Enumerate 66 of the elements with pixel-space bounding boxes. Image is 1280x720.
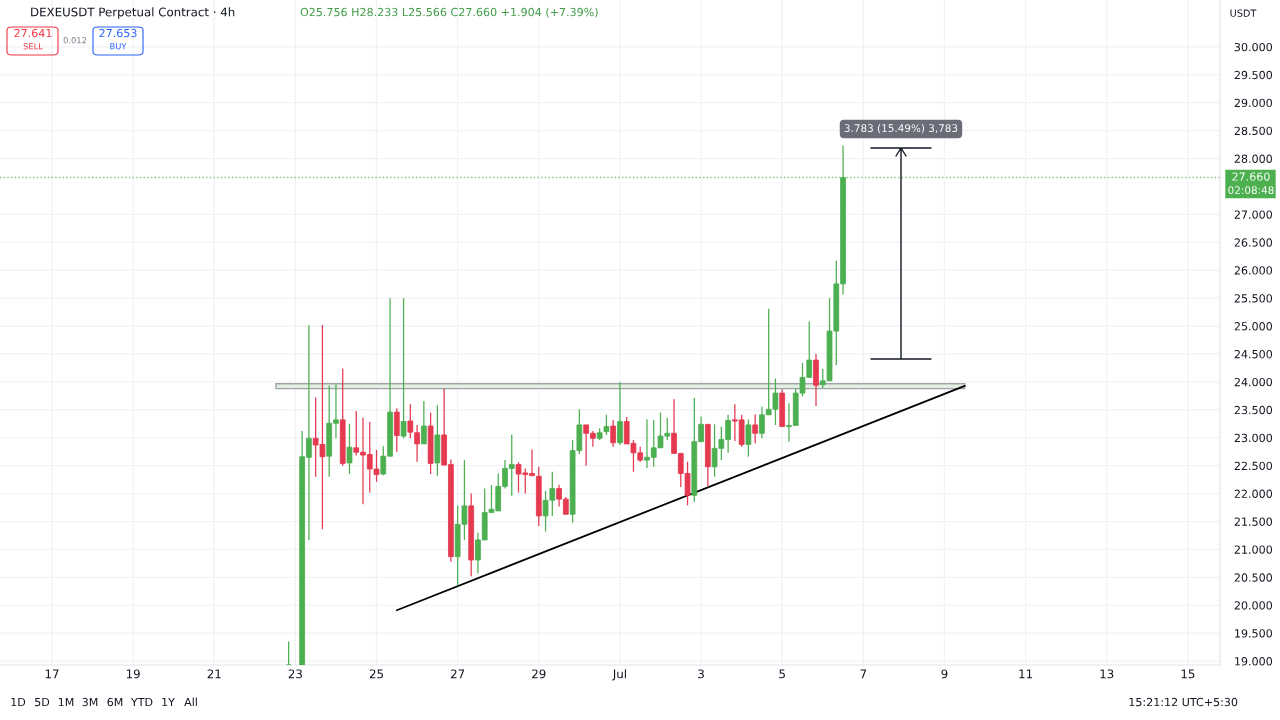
text: USDT [1230, 9, 1257, 17]
y-tick-label: 22.000 [1234, 489, 1273, 498]
x-tick-label: 3 [698, 669, 704, 679]
annotation: BUY [110, 43, 127, 50]
text: 02:08:48 [1228, 186, 1274, 195]
y-tick-label: 19.500 [1235, 629, 1273, 638]
y-tick-label: 23.000 [1234, 433, 1273, 443]
y-tick-label: 27.000 [1234, 210, 1273, 219]
text: 15:21:12 UTC+5:30 [1129, 697, 1238, 707]
y-tick-label: 26.500 [1234, 238, 1273, 247]
candlestick [421, 400, 427, 445]
y-tick-label: 29.000 [1234, 98, 1273, 108]
x-tick-label: 7 [860, 669, 867, 679]
candlestick [346, 423, 353, 475]
annotation: 0.012 [63, 37, 87, 44]
text: 3M [82, 697, 98, 707]
y-tick-label: 28.000 [1234, 154, 1273, 163]
x-tick-label: 21 [207, 669, 221, 679]
candlestick [393, 407, 400, 453]
y-tick-label: 25.000 [1234, 322, 1273, 331]
x-tick-label: 11 [1019, 669, 1033, 679]
candlestick [603, 414, 610, 436]
x-tick-label: 17 [45, 669, 59, 679]
x-tick-label: 29 [532, 669, 546, 679]
y-tick-label: 21.000 [1234, 545, 1273, 554]
y-tick-label: 22.500 [1234, 461, 1273, 471]
text: 1M [58, 697, 74, 707]
text: 1Y [162, 697, 175, 707]
y-tick-label: 21.500 [1234, 517, 1273, 526]
candlestick [752, 413, 759, 444]
y-tick-label: 24.500 [1234, 349, 1273, 359]
y-tick-label: 25.500 [1234, 294, 1273, 303]
candlestick [400, 297, 407, 439]
annotation: 3.783 (15.49%) 3,783 [844, 123, 958, 134]
annotation: 27.653 [99, 28, 137, 38]
text: DEXEUSDT Perpetual Contract · 4h [31, 7, 235, 19]
text: YTD [130, 697, 153, 707]
text: All [184, 697, 197, 707]
y-tick-label: 29.500 [1234, 70, 1273, 80]
annotation: SELL [23, 43, 43, 50]
text: O25.756 H28.233 L25.566 C27.660 +1.904 (+7.39%) [300, 7, 598, 18]
y-tick-label: 26.000 [1234, 266, 1273, 275]
x-tick-label: 27 [451, 669, 465, 679]
y-tick-label: 20.500 [1234, 573, 1273, 582]
candlestick [610, 419, 617, 448]
candlestick [745, 418, 752, 458]
x-tick-label: 25 [369, 669, 383, 679]
x-tick-label: 23 [288, 669, 302, 679]
y-tick-label: 23.500 [1234, 405, 1273, 415]
x-tick-label: 9 [941, 669, 948, 679]
text: 5D [35, 697, 50, 707]
y-tick-label: 30.000 [1234, 42, 1273, 52]
y-tick-label: 19.000 [1235, 657, 1273, 666]
y-tick-label: 28.500 [1234, 126, 1273, 136]
x-tick-label: 15 [1181, 669, 1195, 679]
y-tick-label: 20.000 [1234, 601, 1273, 610]
text: 6M [107, 697, 123, 707]
text: 1D [11, 697, 26, 707]
x-tick-label: Jul [612, 669, 626, 681]
ref-line-label: 27.660 [1232, 172, 1270, 181]
x-tick-label: 13 [1100, 669, 1114, 679]
x-tick-label: 19 [126, 669, 140, 679]
annotation: 27.641 [14, 28, 52, 38]
candlestick [617, 381, 623, 446]
x-tick-label: 5 [779, 669, 785, 679]
y-tick-label: 24.000 [1234, 377, 1273, 387]
